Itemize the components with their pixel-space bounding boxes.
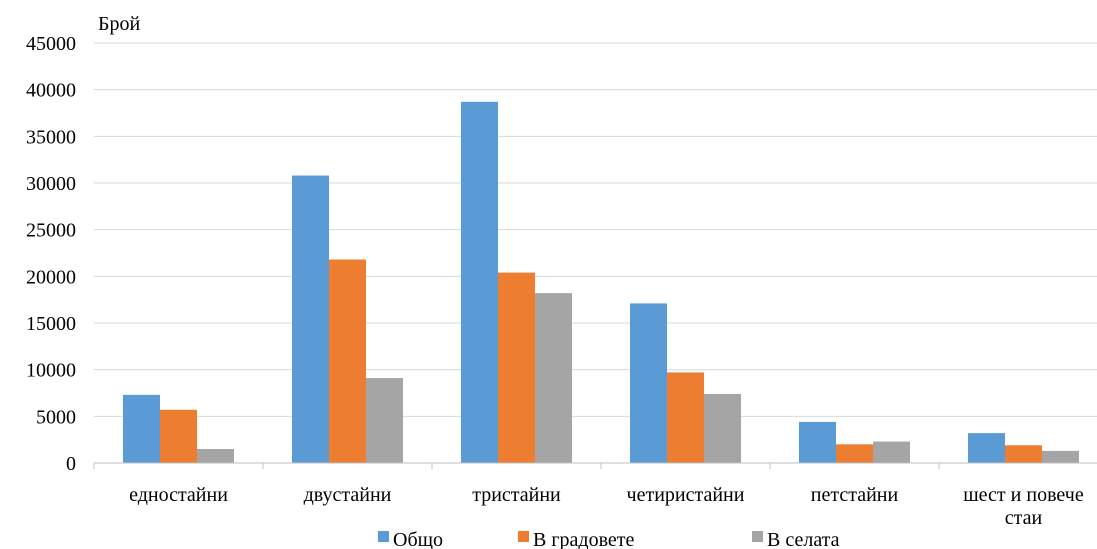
bar: [498, 272, 535, 463]
bar: [461, 101, 498, 464]
x-category-label: двустайни: [304, 484, 392, 506]
x-category-label: тристайни: [472, 484, 561, 506]
legend-label: Общо: [393, 529, 443, 549]
x-category-label: петстайни: [811, 484, 899, 506]
bar: [799, 421, 836, 463]
bar: [836, 444, 873, 463]
y-tick-label: 0: [66, 453, 76, 475]
bar: [704, 393, 741, 463]
legend-swatch: [752, 531, 763, 542]
bar: [329, 259, 366, 463]
y-tick-label: 15000: [26, 313, 76, 335]
legend-swatch: [378, 531, 389, 542]
bar: [197, 449, 234, 463]
bar: [1042, 450, 1079, 463]
bar: [873, 441, 910, 463]
legend-label: В селата: [767, 529, 840, 549]
bar: [160, 409, 197, 463]
y-tick-label: 20000: [26, 266, 76, 288]
bar: [366, 378, 403, 463]
x-category-label: шест и повече: [963, 484, 1084, 506]
bar: [535, 293, 572, 463]
bar: [292, 175, 329, 464]
bar: [1005, 445, 1042, 463]
y-tick-label: 5000: [36, 406, 76, 428]
bar: [630, 303, 667, 463]
legend-swatch: [518, 531, 529, 542]
bars: [123, 101, 1079, 464]
y-tick-label: 10000: [26, 360, 76, 382]
x-category-label: стаи: [1005, 507, 1043, 529]
bar: [123, 394, 160, 463]
x-category-label: едностайни: [129, 484, 228, 506]
y-tick-label: 40000: [26, 80, 76, 102]
legend-label: В градовете: [533, 529, 635, 549]
y-tick-label: 35000: [26, 126, 76, 148]
axes: 0 5000 10000 15000 20000 25000 30000 35000 40000…: [26, 13, 1097, 529]
bar: [667, 372, 704, 463]
bar: [968, 433, 1005, 463]
gridlines: [94, 42, 1097, 417]
y-tick-label: 45000: [26, 33, 76, 55]
x-category-label: четиристайни: [627, 484, 745, 506]
y-tick-label: 25000: [26, 220, 76, 242]
y-tick-label: 30000: [26, 173, 76, 195]
y-axis-label: Брой: [98, 13, 140, 35]
legend: Общо В градовете В селата: [378, 529, 840, 549]
